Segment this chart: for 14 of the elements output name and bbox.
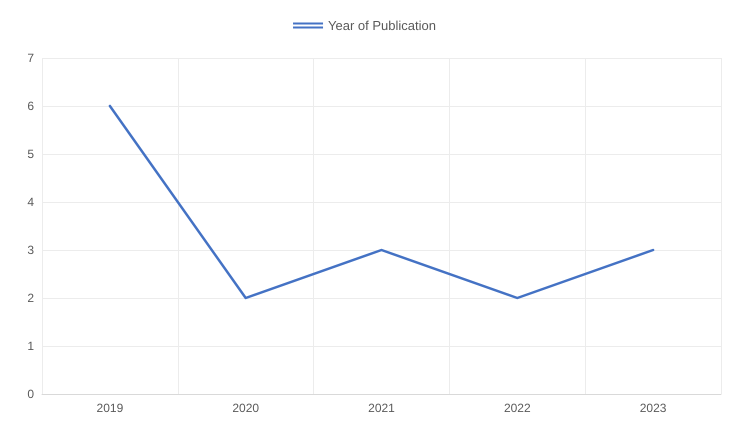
y-tick-label: 4 [27, 195, 34, 209]
y-tick-label: 3 [27, 243, 34, 257]
y-tick-label: 2 [27, 291, 34, 305]
x-tick-label: 2021 [368, 401, 396, 415]
x-tick-label: 2022 [504, 401, 531, 415]
legend-label: Year of Publication [328, 18, 436, 33]
x-tick-label: 2023 [640, 401, 667, 415]
y-tick-label: 7 [27, 51, 34, 65]
y-tick-label: 5 [27, 147, 34, 161]
x-tick-label: 2019 [96, 401, 124, 415]
y-tick-label: 0 [27, 387, 34, 401]
x-tick-label: 2020 [232, 401, 260, 415]
y-tick-label: 1 [27, 339, 34, 353]
y-tick-label: 6 [27, 99, 34, 113]
